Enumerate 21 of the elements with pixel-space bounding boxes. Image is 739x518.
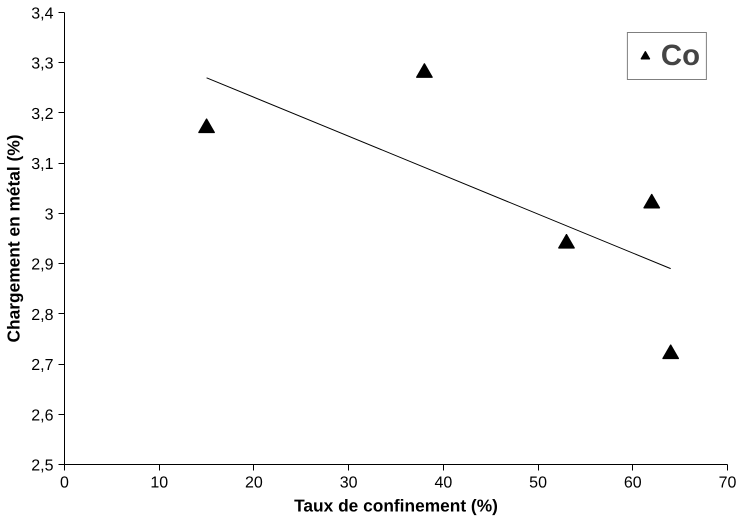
x-tick-label: 0 xyxy=(60,474,70,492)
x-tick-label: 70 xyxy=(718,474,736,492)
x-tick-label: 30 xyxy=(340,474,358,492)
y-tick-label: 2,7 xyxy=(31,357,54,374)
y-tick-label: 2,8 xyxy=(31,306,54,324)
x-tick-label: 40 xyxy=(434,474,452,492)
x-tick-label: 60 xyxy=(624,474,642,492)
y-tick-label: 2,9 xyxy=(31,256,54,274)
x-tick-label: 50 xyxy=(529,474,548,492)
y-axis-title: Chargement en métal (%) xyxy=(3,134,24,342)
x-axis-title: Taux de confinement (%) xyxy=(294,496,498,516)
x-tick-label: 10 xyxy=(150,474,168,492)
y-tick-label: 2,6 xyxy=(31,407,54,424)
x-tick-label: 20 xyxy=(245,474,263,492)
y-tick-label: 3,3 xyxy=(31,56,54,73)
legend-label: Co xyxy=(660,39,700,73)
y-tick-label: 2,5 xyxy=(31,458,54,474)
y-tick-label: 3 xyxy=(44,206,54,224)
y-tick-label: 3,1 xyxy=(31,156,54,174)
y-tick-label: 3,4 xyxy=(31,6,54,22)
y-tick-label: 3,2 xyxy=(31,106,54,123)
